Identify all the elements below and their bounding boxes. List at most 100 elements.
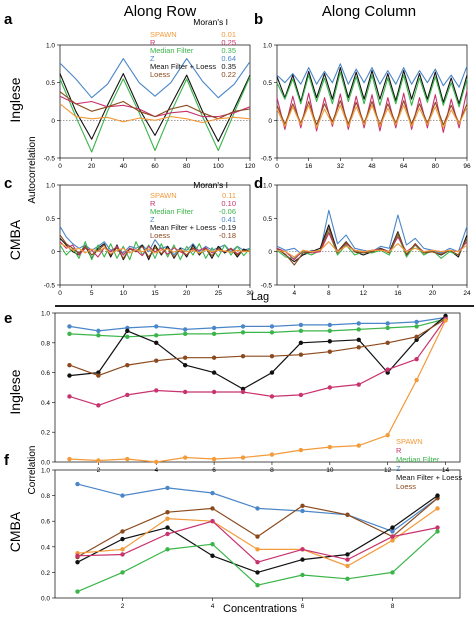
morans-value-a-loess: 0.22 bbox=[221, 70, 236, 79]
data-point-f-r-1 bbox=[120, 552, 125, 557]
data-point-f-loess-2 bbox=[165, 510, 170, 515]
x-tick-label-f-2: 6 bbox=[301, 603, 305, 610]
panel-a: -0.500.51.00 20 40 60 80 100 120 bbox=[44, 43, 256, 171]
data-point-e-spawn-11 bbox=[385, 432, 390, 438]
data-point-f-median-filter-8 bbox=[435, 529, 440, 534]
y-tick-label-f-5: 1.0 bbox=[41, 468, 50, 475]
y-tick-label-d-2: 0.5 bbox=[263, 216, 272, 223]
morans-value-a-z: 0.64 bbox=[221, 54, 236, 63]
panel-e: 0.0 0.2 0.4 0.6 0.8 1.0 2 4 6 8 10 12 14 bbox=[41, 311, 461, 474]
morans-row-a-loess: Loess 0.22 bbox=[150, 70, 236, 79]
data-point-f-r-6 bbox=[345, 557, 350, 562]
y-axis-label-autocorrelation: Autocorrelation bbox=[27, 136, 38, 203]
data-point-f-median-filter-2 bbox=[165, 547, 170, 552]
morans-value-a-meanloess: 0.35 bbox=[221, 62, 236, 71]
data-point-f-spawn-7 bbox=[390, 538, 395, 543]
y-tick-label-b-0: -0.5 bbox=[261, 156, 273, 163]
legend-e-meanloess: Mean Filter + Loess bbox=[396, 473, 462, 482]
series-line-d-spawn bbox=[276, 241, 468, 258]
panel-letter-e: e bbox=[4, 310, 12, 327]
y-axis-label-correlation: Correlation bbox=[27, 446, 38, 495]
y-tick-label-b-1: 0 bbox=[268, 118, 272, 125]
y-tick-label-e-0: 0.0 bbox=[41, 460, 50, 467]
x-tick-label-b-1: 16 bbox=[305, 163, 313, 170]
x-tick-label-e-4: 10 bbox=[326, 467, 334, 474]
data-point-e-spawn-4 bbox=[182, 455, 188, 460]
data-point-e-r-1 bbox=[96, 403, 101, 408]
morans-name-c-spawn: SPAWN bbox=[150, 191, 177, 200]
x-tick-label-e-6: 14 bbox=[442, 467, 450, 474]
x-tick-label-a-2: 40 bbox=[120, 163, 128, 170]
morans-table-c: Moran's I SPAWN 0.11 R 0.10 Median Filter -… bbox=[150, 180, 236, 240]
data-point-e-r-4 bbox=[182, 389, 188, 395]
legend-e-r: R bbox=[396, 446, 402, 455]
panel-letter-c: c bbox=[4, 175, 12, 192]
row-label-cmba-bottom: CMBA bbox=[7, 511, 23, 552]
series-line-b-loess bbox=[276, 100, 468, 126]
data-point-f-mean-filter-loess-1 bbox=[120, 536, 125, 542]
data-point-e-z-11 bbox=[385, 321, 390, 326]
x-tick-label-b-5: 80 bbox=[432, 163, 440, 170]
data-point-e-z-9 bbox=[327, 322, 333, 328]
y-tick-label-c-1: 0 bbox=[51, 249, 55, 256]
x-tick-label-c-6: 30 bbox=[246, 290, 254, 297]
data-point-e-mean-filter-loess-8 bbox=[298, 340, 304, 345]
series-line-c-median-filter bbox=[59, 241, 251, 261]
data-point-e-loess-12 bbox=[414, 334, 419, 340]
series-line-a-median-filter bbox=[59, 76, 251, 153]
y-tick-label-d-1: 0 bbox=[268, 249, 272, 256]
morans-name-c-r: R bbox=[150, 199, 156, 208]
data-point-e-spawn-13 bbox=[443, 318, 448, 323]
x-tick-label-c-5: 25 bbox=[215, 290, 223, 297]
morans-header-c: Moran's I bbox=[193, 180, 228, 190]
morans-row-c-loess: Loess -0.18 bbox=[150, 231, 236, 240]
y-tick-label-d-3: 1.0 bbox=[263, 183, 272, 190]
x-tick-label-a-1: 20 bbox=[88, 163, 96, 170]
x-tick-label-d-0: 4 bbox=[292, 290, 296, 297]
data-point-e-r-5 bbox=[211, 389, 217, 395]
data-point-e-median-filter-2 bbox=[125, 334, 130, 340]
plot-frame-f bbox=[54, 469, 461, 599]
data-point-f-mean-filter-loess-6 bbox=[345, 552, 350, 557]
data-point-f-r-0 bbox=[75, 553, 80, 558]
data-point-e-median-filter-9 bbox=[327, 328, 333, 334]
data-point-f-r-7 bbox=[390, 534, 395, 539]
morans-row-a-median: Median Filter 0.35 bbox=[150, 46, 236, 55]
series-line-b-mean-filter-loess bbox=[276, 67, 468, 105]
series-line-a-spawn bbox=[59, 103, 251, 124]
morans-name-a-median: Median Filter bbox=[150, 46, 194, 55]
x-tick-label-d-4: 20 bbox=[429, 290, 437, 297]
data-point-f-median-filter-4 bbox=[255, 583, 260, 588]
x-tick-label-c-1: 5 bbox=[90, 290, 94, 297]
morans-row-a-meanloess: Mean Filter + Loess 0.35 bbox=[150, 62, 236, 71]
morans-name-a-loess: Loess bbox=[150, 70, 170, 79]
chart-panels: -0.500.51.00 20 40 60 80 100 120-0.500.51.00 16… bbox=[41, 43, 471, 611]
data-point-e-z-10 bbox=[356, 321, 361, 326]
data-point-f-mean-filter-loess-7 bbox=[390, 525, 395, 530]
data-point-f-loess-3 bbox=[210, 506, 215, 511]
data-point-e-median-filter-3 bbox=[154, 333, 159, 338]
y-tick-label-c-2: 0.5 bbox=[46, 216, 55, 223]
legend-e: SPAWN R Median Filter Z Mean Filter + Lo… bbox=[396, 437, 462, 491]
data-point-e-spawn-7 bbox=[269, 452, 275, 457]
x-tick-label-e-3: 8 bbox=[270, 467, 274, 474]
data-point-f-spawn-6 bbox=[345, 563, 350, 569]
y-tick-label-a-0: -0.5 bbox=[44, 156, 56, 163]
data-point-f-r-8 bbox=[435, 525, 440, 530]
x-tick-label-f-3: 8 bbox=[391, 603, 395, 610]
morans-row-c-r: R 0.10 bbox=[150, 199, 236, 208]
morans-name-c-median: Median Filter bbox=[150, 207, 194, 216]
legend-e-z: Z bbox=[396, 464, 401, 473]
series-line-c-loess bbox=[59, 234, 251, 259]
data-point-f-z-5 bbox=[300, 508, 305, 514]
data-point-e-median-filter-0 bbox=[67, 331, 72, 337]
morans-value-c-median: -0.06 bbox=[219, 207, 236, 216]
x-tick-label-d-1: 8 bbox=[327, 290, 331, 297]
data-point-e-loess-3 bbox=[154, 358, 159, 363]
data-point-e-z-8 bbox=[298, 322, 304, 328]
data-point-f-mean-filter-loess-0 bbox=[75, 559, 80, 565]
morans-value-c-z: 0.41 bbox=[221, 215, 236, 224]
data-point-e-r-3 bbox=[154, 388, 159, 393]
data-point-f-r-3 bbox=[210, 519, 215, 524]
